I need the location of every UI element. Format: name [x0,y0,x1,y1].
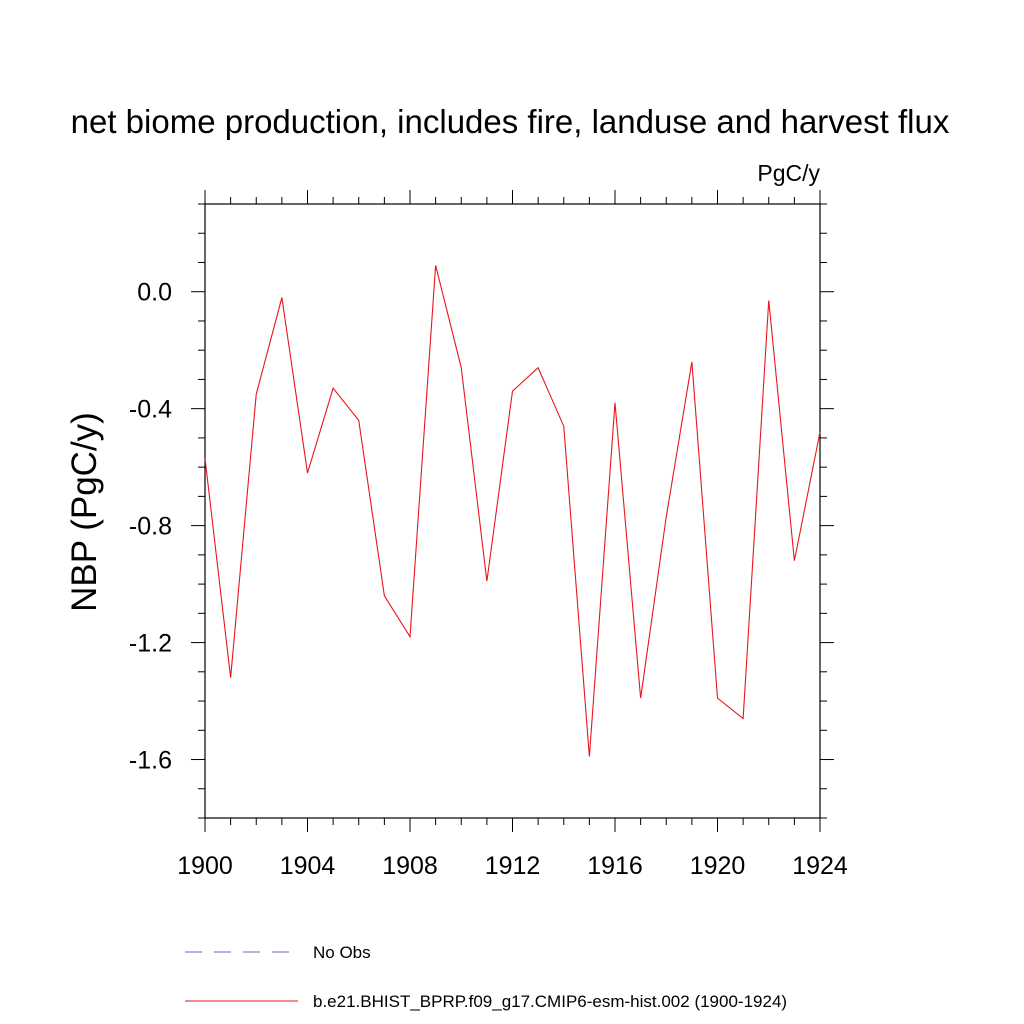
plot-frame [204,203,821,819]
x-tick-label: 1908 [382,852,438,880]
x-tick-label: 1924 [792,852,848,880]
x-tick-label: 1912 [485,852,541,880]
chart-title: net biome production, includes fire, lan… [71,103,950,140]
y-tick-label: 0.0 [137,279,172,307]
x-tick-label: 1920 [690,852,746,880]
x-tick-label: 1904 [280,852,336,880]
y-tick-label: -1.2 [129,630,172,658]
axis-tick-labels: 1900 1904 1908 1912 1916 1920 1924 0.0 -0.4 -0.8 -… [129,279,848,880]
x-tick-label: 1900 [177,852,233,880]
y-tick-label: -0.8 [129,513,172,541]
legend: No Obs b.e21.BHIST_BPRP.f09_g17.CMIP6-esm… [185,943,787,1011]
series-group [204,265,821,757]
y-tick-label: -1.6 [129,747,172,775]
legend-label: b.e21.BHIST_BPRP.f09_g17.CMIP6-esm-hist.… [313,992,787,1011]
y-tick-label: -0.4 [129,396,172,424]
axis-ticks [191,190,834,832]
legend-label: No Obs [313,943,371,962]
y-axis-label: NBP (PgC/y) [65,412,104,612]
series-line [204,265,821,757]
units-label: PgC/y [757,160,820,186]
x-tick-label: 1916 [587,852,643,880]
